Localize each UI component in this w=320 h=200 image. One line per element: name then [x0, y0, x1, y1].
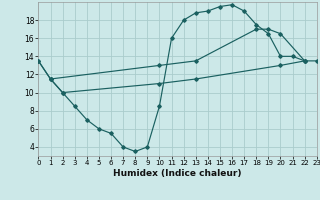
X-axis label: Humidex (Indice chaleur): Humidex (Indice chaleur): [113, 169, 242, 178]
